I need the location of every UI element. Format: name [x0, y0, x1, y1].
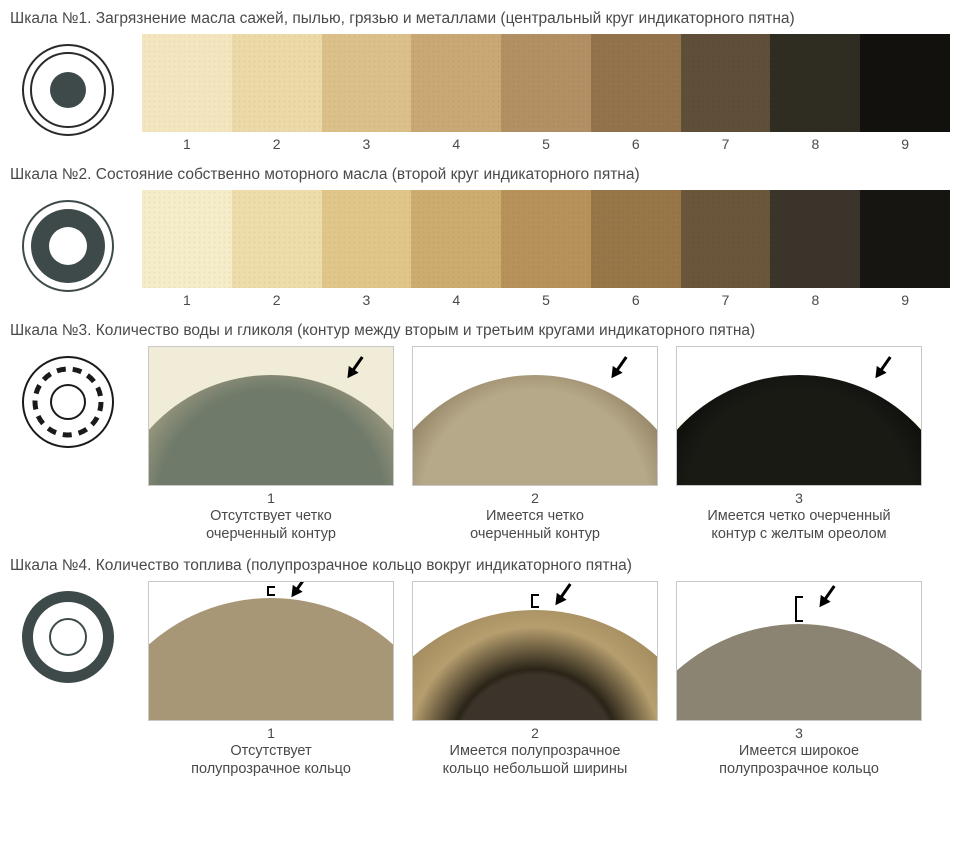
swatch-2: [232, 190, 322, 288]
scale-2-icon: [8, 190, 128, 296]
panel-image: [412, 346, 658, 486]
scale-2-swatches: [142, 190, 950, 288]
panel-number: 1: [267, 725, 275, 741]
scale-2-title: Шкала №2. Состояние собственно моторного…: [10, 166, 952, 184]
swatch-label: 2: [232, 292, 322, 308]
swatch-9: [860, 34, 950, 132]
panel-image: [148, 581, 394, 721]
panel-caption: Отсутствуетполупрозрачное кольцо: [191, 742, 351, 778]
panel-image: [148, 346, 394, 486]
scale-4-title: Шкала №4. Количество топлива (полупрозра…: [10, 557, 952, 575]
swatch-3: [322, 190, 412, 288]
panel-caption: Отсутствует четкоочерченный контур: [206, 507, 336, 543]
panel-caption: Имеется широкоеполупрозрачное кольцо: [719, 742, 879, 778]
swatch-label: 7: [681, 292, 771, 308]
swatch-3: [322, 34, 412, 132]
scale-3-panel-1: 1Отсутствует четкоочерченный контур: [148, 346, 394, 543]
scale-2-labels: 123456789: [142, 292, 950, 308]
swatch-label: 9: [860, 136, 950, 152]
scale-4: Шкала №4. Количество топлива (полупрозра…: [8, 557, 952, 778]
swatch-label: 8: [770, 292, 860, 308]
scale-3-panel-2: 2Имеется четкоочерченный контур: [412, 346, 658, 543]
panel-caption: Имеется четкоочерченный контур: [470, 507, 600, 543]
swatch-5: [501, 34, 591, 132]
swatch-4: [411, 34, 501, 132]
swatch-label: 5: [501, 292, 591, 308]
scale-3-panel-3: 3Имеется четко очерченныйконтур с желтым…: [676, 346, 922, 543]
pointer-arrow-icon: [285, 581, 315, 600]
swatch-label: 9: [860, 292, 950, 308]
panel-image: [676, 346, 922, 486]
swatch-label: 6: [591, 292, 681, 308]
panel-image: [412, 581, 658, 721]
swatch-label: 1: [142, 136, 232, 152]
scale-2: Шкала №2. Состояние собственно моторного…: [8, 166, 952, 308]
panel-number: 1: [267, 490, 275, 506]
swatch-5: [501, 190, 591, 288]
swatch-6: [591, 34, 681, 132]
panel-number: 3: [795, 725, 803, 741]
swatch-label: 8: [770, 136, 860, 152]
bracket-icon: [267, 586, 275, 596]
swatch-label: 3: [322, 136, 412, 152]
swatch-7: [681, 190, 771, 288]
panel-image: [676, 581, 922, 721]
swatch-label: 7: [681, 136, 771, 152]
scale-1: Шкала №1. Загрязнение масла сажей, пылью…: [8, 10, 952, 152]
pointer-arrow-icon: [341, 351, 371, 381]
bracket-icon: [531, 594, 539, 608]
swatch-8: [770, 34, 860, 132]
scale-1-icon: [8, 34, 128, 140]
swatch-label: 4: [411, 292, 501, 308]
scale-3: Шкала №3. Количество воды и гликоля (кон…: [8, 322, 952, 543]
scale-3-icon: [8, 346, 128, 452]
scale-1-labels: 123456789: [142, 136, 950, 152]
swatch-label: 5: [501, 136, 591, 152]
swatch-label: 1: [142, 292, 232, 308]
swatch-4: [411, 190, 501, 288]
panel-number: 2: [531, 725, 539, 741]
bracket-icon: [795, 596, 803, 622]
pointer-arrow-icon: [813, 581, 843, 610]
scale-1-swatches: [142, 34, 950, 132]
swatch-7: [681, 34, 771, 132]
scale-1-title: Шкала №1. Загрязнение масла сажей, пылью…: [10, 10, 952, 28]
scale-4-panel-3: 3Имеется широкоеполупрозрачное кольцо: [676, 581, 922, 778]
swatch-2: [232, 34, 322, 132]
scale-3-title: Шкала №3. Количество воды и гликоля (кон…: [10, 322, 952, 340]
panel-caption: Имеется полупрозрачноекольцо небольшой ш…: [443, 742, 628, 778]
scale-3-panels: 1Отсутствует четкоочерченный контур2Имее…: [142, 346, 952, 543]
swatch-1: [142, 34, 232, 132]
pointer-arrow-icon: [549, 581, 579, 608]
panel-number: 3: [795, 490, 803, 506]
swatch-label: 4: [411, 136, 501, 152]
scale-4-panel-1: 1Отсутствуетполупрозрачное кольцо: [148, 581, 394, 778]
panel-caption: Имеется четко очерченныйконтур с желтым …: [707, 507, 890, 543]
swatch-label: 2: [232, 136, 322, 152]
pointer-arrow-icon: [869, 351, 899, 381]
swatch-6: [591, 190, 681, 288]
swatch-9: [860, 190, 950, 288]
scale-4-panel-2: 2Имеется полупрозрачноекольцо небольшой …: [412, 581, 658, 778]
scale-4-panels: 1Отсутствуетполупрозрачное кольцо2Имеетс…: [142, 581, 952, 778]
swatch-1: [142, 190, 232, 288]
pointer-arrow-icon: [605, 351, 635, 381]
swatch-label: 3: [322, 292, 412, 308]
panel-number: 2: [531, 490, 539, 506]
scale-4-icon: [8, 581, 128, 687]
swatch-label: 6: [591, 136, 681, 152]
swatch-8: [770, 190, 860, 288]
